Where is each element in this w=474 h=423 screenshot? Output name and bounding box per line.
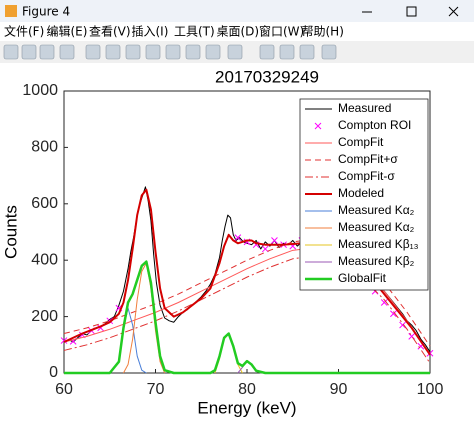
legend-label: CompFit-σ: [338, 169, 395, 183]
menu-item[interactable]: 文件(F): [4, 24, 44, 39]
y-tick-label: 600: [31, 195, 58, 212]
data-marker: [60, 337, 68, 344]
plot-area: 60 70 80 90 10002004006008001000MeasuredComp…: [22, 82, 443, 398]
toolbar-button[interactable]: [279, 44, 295, 60]
data-marker: [234, 234, 242, 241]
legend-label: Modeled: [338, 186, 384, 200]
toolbar-button[interactable]: [3, 44, 19, 60]
legend-label: Measured Kβ₁₃: [338, 237, 419, 251]
x-tick-label: 80: [238, 381, 256, 398]
menu-item[interactable]: 窗口(W): [259, 25, 304, 39]
toolbar-button[interactable]: [85, 44, 101, 60]
toolbar-button[interactable]: [105, 44, 121, 60]
legend-label: Measured Kα₂: [338, 220, 415, 234]
data-marker: [399, 321, 406, 329]
legend-label: CompFit: [338, 135, 384, 149]
toolbar-button[interactable]: [125, 44, 141, 60]
maximize-button[interactable]: [406, 6, 417, 17]
chart-title: 20170329249: [215, 67, 319, 86]
toolbar-button[interactable]: [21, 44, 37, 60]
toolbar-button[interactable]: [39, 44, 55, 60]
menu-item[interactable]: 查看(V): [89, 25, 131, 39]
y-tick-label: 0: [49, 364, 58, 381]
menu-bar: [0, 22, 474, 41]
toolbar-buttons: [3, 44, 337, 60]
menu-item[interactable]: 帮助(H): [302, 25, 344, 39]
x-tick-label: 100: [417, 381, 444, 398]
app-icon: [5, 5, 17, 17]
legend-label: Measured Kα₂: [338, 203, 415, 217]
menu-item[interactable]: 工具(T): [174, 25, 215, 39]
close-button[interactable]: [448, 6, 459, 17]
y-tick-label: 200: [31, 308, 58, 325]
x-tick-label: 90: [330, 381, 348, 398]
toolbar-button[interactable]: [259, 44, 275, 60]
x-axis-label: Energy (keV): [197, 398, 296, 417]
menu: 文件(F) 编辑(E) 查看(V) 插入(I) 工具(T) 桌面(D) 窗口(W)帮助(H): [4, 24, 344, 39]
data-line: [64, 260, 430, 375]
y-tick-label: 1000: [22, 82, 58, 99]
legend-marker: [314, 122, 322, 130]
toolbar-button[interactable]: [145, 44, 161, 60]
y-tick-label: 400: [31, 251, 58, 268]
toolbar-button[interactable]: [299, 44, 315, 60]
legend-label: GlobalFit: [338, 271, 387, 285]
menu-item[interactable]: 桌面(D): [217, 25, 260, 39]
legend-label: Measured Kβ₂: [338, 254, 415, 268]
x-tick-label: 70: [147, 381, 165, 398]
legend-label: CompFit+σ: [338, 152, 398, 166]
toolbar-button[interactable]: [205, 44, 221, 60]
legend-label: Measured: [338, 101, 391, 115]
legend-label: Compton ROI: [338, 118, 411, 132]
data-marker: [390, 310, 397, 318]
title-bar: [0, 0, 474, 22]
menu-item[interactable]: 插入(I): [132, 25, 169, 39]
x-tick-label: 60: [55, 381, 73, 398]
y-axis-label: Counts: [1, 205, 20, 259]
toolbar-button[interactable]: [185, 44, 201, 60]
menu-item[interactable]: 编辑(E): [47, 24, 88, 39]
data-marker: [271, 237, 278, 244]
toolbar-button[interactable]: [165, 44, 181, 60]
toolbar-button[interactable]: [227, 44, 243, 60]
toolbar-button[interactable]: [321, 44, 337, 60]
y-tick-label: 800: [31, 139, 58, 156]
data-marker: [380, 299, 388, 306]
toolbar-button[interactable]: [59, 44, 75, 60]
window-title: Figure 4: [22, 5, 70, 19]
